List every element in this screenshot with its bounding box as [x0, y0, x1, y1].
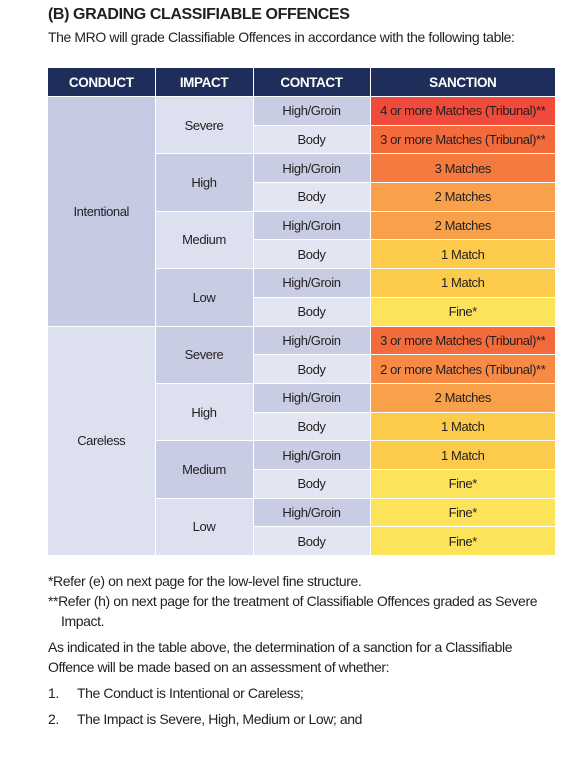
- contact-cell: Body: [252, 124, 371, 155]
- conduct-cell: Intentional: [48, 96, 156, 327]
- sanction-cell: 3 Matches: [369, 153, 555, 184]
- contact-cell: Body: [252, 468, 371, 499]
- impact-cell: Low: [154, 497, 254, 557]
- table-row: High High/Groin 2 Matches: [48, 382, 555, 442]
- sanction-cell: 2 Matches: [369, 182, 555, 212]
- list: 1. The Conduct is Intentional or Careless…: [48, 683, 548, 729]
- heading: (B) GRADING CLASSIFIABLE OFFENCES: [48, 6, 350, 23]
- column-header: SANCTION: [370, 68, 555, 97]
- sanction-cell: 4 or more Matches (Tribunal)**: [369, 96, 555, 126]
- contact-cell: High/Groin: [252, 210, 371, 241]
- sanction-cell: 2 Matches: [369, 382, 555, 413]
- paragraph: As indicated in the table above, the det…: [48, 639, 513, 675]
- impact-cell: Severe: [154, 95, 254, 155]
- footnote: **Refer (h) on next page for the treatme…: [48, 593, 538, 629]
- impact-cell: High: [154, 382, 254, 442]
- sanction-cell: 2 Matches: [369, 210, 555, 241]
- table-row: Body 1 Match: [48, 239, 555, 270]
- table-body: Intentional Severe High/Groin 4 or more Mat…: [48, 95, 555, 557]
- table-row: Intentional Severe High/Groin 4 or more Mat…: [48, 95, 555, 327]
- conduct-cell: Careless: [48, 325, 156, 556]
- sanction-cell: 1 Match: [369, 411, 555, 442]
- contact-cell: High/Groin: [252, 497, 371, 528]
- list-text: The Conduct is Intentional or Careless;: [77, 685, 304, 701]
- column-header: IMPACT: [155, 68, 254, 97]
- sanction-cell: Fine*: [369, 497, 555, 528]
- table-row: Body 2 Matches: [48, 182, 555, 212]
- table-row: High High/Groin 3 Matches: [48, 153, 555, 212]
- sanction-cell: 3 or more Matches (Tribunal)**: [369, 325, 555, 356]
- sanction-cell: 1 Match: [369, 268, 555, 298]
- sanction-cell: 2 or more Matches (Tribunal)**: [369, 354, 555, 384]
- footnote: *Refer (e) on next page for the low-leve…: [48, 573, 362, 589]
- list-item: 1. The Conduct is Intentional or Careless…: [48, 683, 548, 703]
- contact-cell: High/Groin: [252, 440, 371, 470]
- table-row: Body Fine*: [48, 296, 555, 327]
- sanction-cell: Fine*: [369, 296, 555, 327]
- table-row: Low High/Groin Fine*: [48, 497, 555, 557]
- table-row: Body Fine*: [48, 526, 555, 556]
- contact-cell: High/Groin: [252, 325, 371, 356]
- column-header: CONDUCT: [48, 68, 156, 97]
- contact-cell: Body: [252, 411, 371, 442]
- list-number: 2.: [48, 711, 59, 727]
- contact-cell: Body: [252, 526, 371, 556]
- contact-cell: High/Groin: [252, 153, 371, 184]
- contact-cell: High/Groin: [252, 268, 371, 298]
- impact-cell: High: [154, 153, 254, 212]
- header-row: CONDUCT IMPACT CONTACT SANCTION: [48, 68, 555, 97]
- list-item: 2. The Impact is Severe, High, Medium or …: [48, 709, 548, 729]
- sanction-cell: 1 Match: [369, 239, 555, 270]
- list-number: 1.: [48, 685, 59, 701]
- intro: The MRO will grade Classifiable Offences…: [48, 29, 515, 45]
- table-row: Body Fine*: [48, 468, 555, 499]
- sanction-cell: 3 or more Matches (Tribunal)**: [369, 124, 555, 155]
- grading-table: CONDUCT IMPACT CONTACT SANCTION Intentional…: [48, 68, 555, 557]
- impact-cell: Medium: [154, 210, 254, 270]
- impact-cell: Medium: [154, 440, 254, 499]
- sanction-cell: 1 Match: [369, 440, 555, 470]
- contact-cell: Body: [252, 182, 371, 212]
- table-row: Body 1 Match: [48, 411, 555, 442]
- contact-cell: High/Groin: [252, 382, 371, 413]
- impact-cell: Severe: [154, 325, 254, 384]
- notes: *Refer (e) on next page for the low-leve…: [48, 571, 548, 729]
- contact-cell: Body: [252, 239, 371, 270]
- table-row: Careless Severe High/Groin 3 or more Matche…: [48, 325, 555, 556]
- contact-cell: Body: [252, 354, 371, 384]
- impact-cell: Low: [154, 268, 254, 327]
- column-header: CONTACT: [253, 68, 371, 97]
- sanction-cell: Fine*: [369, 526, 555, 556]
- list-text: The Impact is Severe, High, Medium or Lo…: [77, 711, 363, 727]
- table-row: Medium High/Groin 1 Match: [48, 440, 555, 499]
- sanction-cell: Fine*: [369, 468, 555, 499]
- contact-cell: High/Groin: [252, 96, 371, 126]
- contact-cell: Body: [252, 296, 371, 327]
